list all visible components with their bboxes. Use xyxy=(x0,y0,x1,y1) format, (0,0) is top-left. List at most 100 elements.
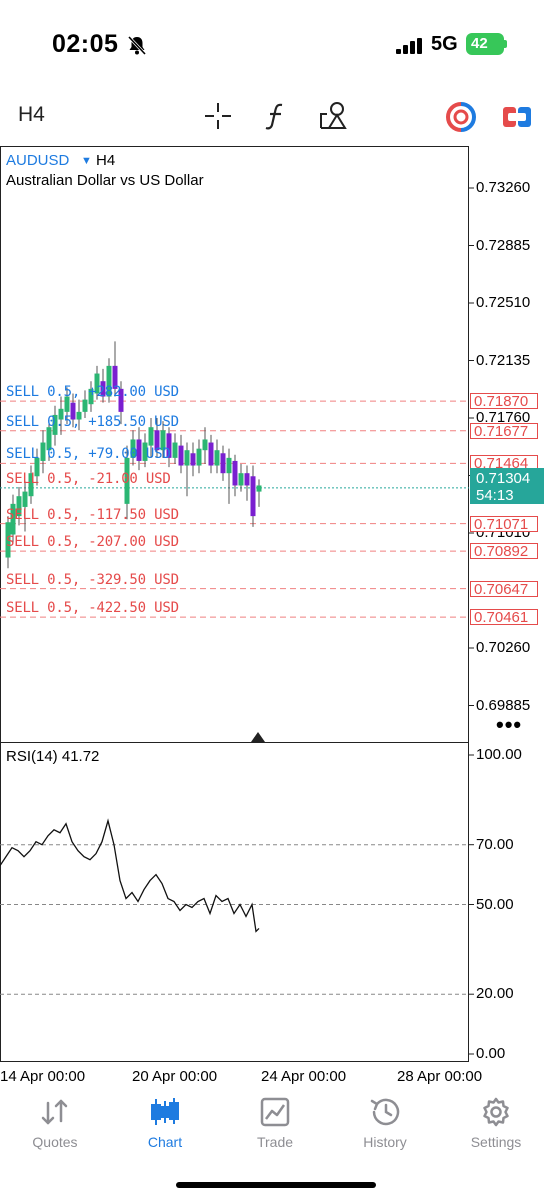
candle-body xyxy=(52,414,58,435)
candle-body xyxy=(64,396,70,412)
symbol-dropdown-icon[interactable]: ▼ xyxy=(81,155,92,167)
candle-body xyxy=(10,503,16,535)
rsi-label: RSI(14) 41.72 xyxy=(6,748,100,765)
price-tick-label: 0.72510 xyxy=(476,294,531,311)
candle-body xyxy=(172,442,178,458)
time-tick-label: 14 Apr 00:00 xyxy=(0,1068,86,1085)
candle-body xyxy=(202,439,208,451)
candle-body xyxy=(166,433,172,458)
home-indicator xyxy=(176,1182,376,1188)
candle-body xyxy=(256,485,262,492)
candle-body xyxy=(196,448,202,466)
drawing-objects-icon[interactable] xyxy=(318,100,348,130)
order-level-price[interactable]: 0.71870 xyxy=(470,393,538,410)
tab-history-label: History xyxy=(363,1134,407,1150)
tab-settings[interactable]: Settings xyxy=(446,1097,546,1150)
candle-body xyxy=(88,388,94,405)
candle-body xyxy=(16,496,22,517)
cellular-signal-icon xyxy=(396,38,424,59)
candle-body xyxy=(226,457,232,474)
order-level-label[interactable]: SELL 0.5, +282.00 USD xyxy=(6,384,179,401)
price-tick-label: 0.70260 xyxy=(476,639,531,656)
time-tick-label: 20 Apr 00:00 xyxy=(132,1068,218,1085)
rsi-tick-label: 50.00 xyxy=(476,895,514,913)
order-level-label[interactable]: SELL 0.5, +185.50 USD xyxy=(6,413,179,430)
candle-body xyxy=(112,365,118,389)
time-tick-label: 28 Apr 00:00 xyxy=(397,1068,483,1085)
network-type: 5G xyxy=(431,33,458,55)
current-price-box xyxy=(470,468,544,504)
candle-body xyxy=(58,408,64,420)
order-level-label[interactable]: SELL 0.5, -422.50 USD xyxy=(6,600,179,617)
candle-body xyxy=(184,450,190,466)
candle-body xyxy=(130,439,136,458)
candle-body xyxy=(40,442,46,461)
price-tick-label: 0.71760 xyxy=(476,409,531,426)
candle-body xyxy=(148,427,154,446)
indicators-icon[interactable] xyxy=(263,101,289,131)
order-level-label[interactable]: SELL 0.5, -21.00 USD xyxy=(6,470,171,487)
order-level-label[interactable]: SELL 0.5, -117.50 USD xyxy=(6,506,179,523)
tab-quotes[interactable]: Quotes xyxy=(5,1097,105,1150)
status-time: 02:05 xyxy=(52,30,119,58)
order-level-label[interactable]: SELL 0.5, -207.00 USD xyxy=(6,534,179,551)
rsi-tick-label: 70.00 xyxy=(476,835,514,853)
battery-indicator: 42 xyxy=(466,33,504,55)
current-price: 0.71304 xyxy=(476,470,531,487)
collapse-indicator-icon[interactable] xyxy=(251,732,265,742)
order-level-price[interactable]: 0.70461 xyxy=(470,609,538,626)
order-level-label[interactable]: SELL 0.5, +79.00 USD xyxy=(6,446,171,463)
quotes-icon xyxy=(41,1099,68,1125)
tab-chart[interactable]: Chart xyxy=(115,1097,215,1150)
symbol-description: Australian Dollar vs US Dollar xyxy=(6,172,204,189)
chart-area[interactable] xyxy=(0,146,469,1062)
candle-body xyxy=(214,450,220,466)
tab-quotes-label: Quotes xyxy=(32,1134,78,1150)
price-chart-canvas[interactable] xyxy=(0,146,552,1062)
rsi-tick-label: 0.00 xyxy=(476,1045,506,1062)
candle-body xyxy=(244,473,250,486)
candle-body xyxy=(70,402,76,420)
order-level-label[interactable]: SELL 0.5, -329.50 USD xyxy=(6,571,179,588)
time-tick-label: 24 Apr 00:00 xyxy=(261,1068,347,1085)
candle-body xyxy=(250,476,256,517)
indicator-divider[interactable] xyxy=(0,742,469,743)
candle-body xyxy=(142,442,148,461)
more-options-icon[interactable]: ••• xyxy=(496,712,523,737)
candle-body xyxy=(232,460,238,486)
candle-body xyxy=(220,453,226,474)
candle-body xyxy=(238,473,244,486)
symbol-selector[interactable]: AUDUSD xyxy=(6,152,70,169)
price-tick-label: 0.72135 xyxy=(476,351,531,369)
candle-body xyxy=(154,430,160,451)
candle-body xyxy=(106,365,112,397)
crosshair-icon[interactable] xyxy=(203,101,233,131)
rsi-tick-label: 100.00 xyxy=(476,746,522,763)
settings-icon xyxy=(483,1097,509,1127)
candle-body xyxy=(22,491,28,507)
timeframe-button[interactable]: H4 xyxy=(18,103,45,126)
order-level-price[interactable]: 0.71677 xyxy=(470,422,538,439)
candle-body xyxy=(5,522,11,558)
candle-body xyxy=(160,430,166,451)
rsi-line xyxy=(0,818,260,933)
tab-settings-label: Settings xyxy=(470,1134,522,1150)
order-level-price[interactable]: 0.70647 xyxy=(470,580,538,597)
order-level-price[interactable]: 0.71071 xyxy=(470,515,538,532)
bell-muted-icon xyxy=(126,34,148,61)
candle-body xyxy=(34,457,40,477)
candle-body xyxy=(124,457,130,504)
tab-trade[interactable]: Trade xyxy=(225,1097,325,1150)
price-tick-label: 0.72885 xyxy=(476,236,531,254)
tab-history[interactable]: History xyxy=(335,1097,435,1150)
candle-body xyxy=(118,388,124,412)
chart-icon xyxy=(151,1098,179,1125)
candle-body xyxy=(46,427,52,451)
tab-trade-label: Trade xyxy=(256,1134,294,1150)
one-click-trading-icon[interactable] xyxy=(446,102,476,132)
bar-countdown: 54:13 xyxy=(476,487,514,504)
order-level-price[interactable]: 0.70892 xyxy=(470,543,538,560)
tab-bar xyxy=(0,1090,552,1200)
candle-body xyxy=(82,399,88,412)
new-order-icon[interactable] xyxy=(502,104,532,130)
